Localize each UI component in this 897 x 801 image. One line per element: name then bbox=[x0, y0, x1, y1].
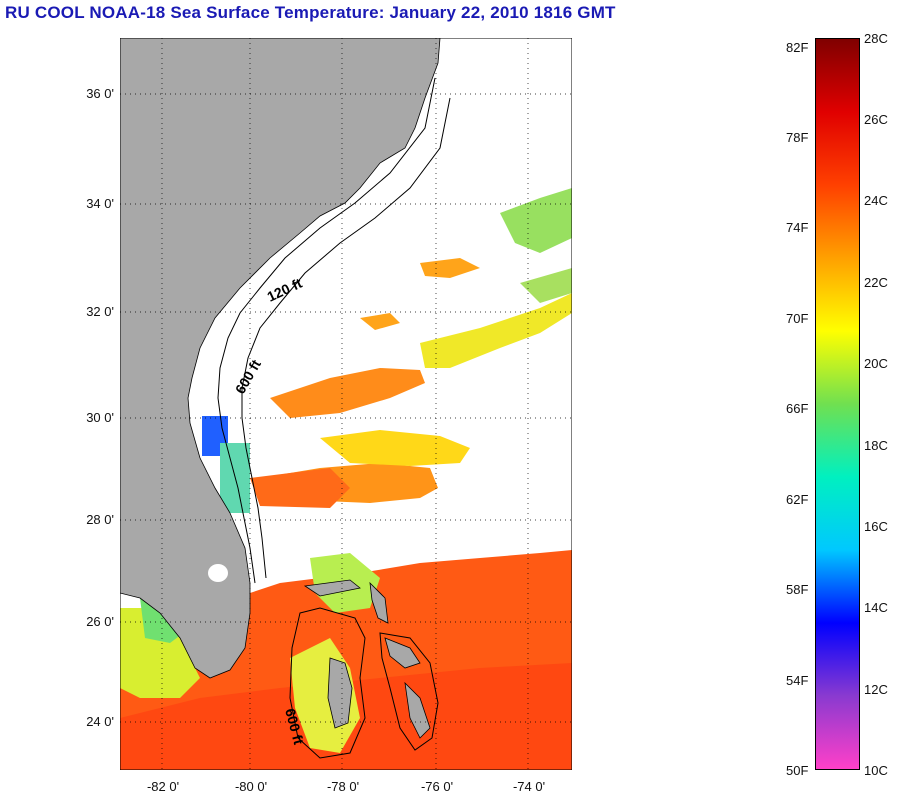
lon-label: -78 0' bbox=[326, 779, 360, 794]
temperature-colorbar bbox=[815, 38, 860, 770]
lat-label: 24 0' bbox=[86, 714, 114, 729]
colorbar-c-label: 26C bbox=[864, 112, 888, 127]
lat-label: 28 0' bbox=[86, 512, 114, 527]
colorbar-f-label: 74F bbox=[786, 220, 809, 235]
island-exuma bbox=[404, 681, 431, 739]
island-eleuthera bbox=[384, 637, 421, 669]
lon-label: -76 0' bbox=[420, 779, 454, 794]
colorbar-c-label: 12C bbox=[864, 682, 888, 697]
colorbar-f-label: 66F bbox=[786, 401, 809, 416]
colorbar-c-label: 28C bbox=[864, 31, 888, 46]
colorbar-c-label: 16C bbox=[864, 519, 888, 534]
lat-label: 36 0' bbox=[86, 86, 114, 101]
lon-label: -80 0' bbox=[234, 779, 268, 794]
lat-label: 30 0' bbox=[86, 410, 114, 425]
graticule bbox=[120, 38, 572, 770]
island-abaco bbox=[369, 581, 389, 624]
contour-bahamas-2 bbox=[379, 632, 439, 751]
sst-band-yellow bbox=[420, 293, 572, 368]
colorbar-f-label: 82F bbox=[786, 40, 809, 55]
colorbar-f-label: 70F bbox=[786, 311, 809, 326]
colorbar-c-label: 18C bbox=[864, 438, 888, 453]
lat-label: 26 0' bbox=[86, 614, 114, 629]
colorbar-c-label: 20C bbox=[864, 356, 888, 371]
colorbar-f-label: 62F bbox=[786, 492, 809, 507]
sst-mid-yellow bbox=[320, 430, 470, 466]
colorbar-f-label: 54F bbox=[786, 673, 809, 688]
contour-bahamas bbox=[289, 607, 366, 759]
lat-label: 32 0' bbox=[86, 304, 114, 319]
colorbar-c-label: 24C bbox=[864, 193, 888, 208]
sst-gulf-yellow bbox=[120, 608, 200, 698]
map-title: RU COOL NOAA-18 Sea Surface Temperature:… bbox=[5, 3, 616, 22]
colorbar-c-label: 22C bbox=[864, 275, 888, 290]
colorbar-f-label: 58F bbox=[786, 582, 809, 597]
contour-600ft bbox=[241, 97, 451, 579]
sst-band-orange bbox=[270, 368, 425, 418]
colorbar-f-label: 78F bbox=[786, 130, 809, 145]
sst-ne-green bbox=[500, 188, 572, 253]
lake-okeechobee bbox=[208, 564, 228, 582]
contour-120ft bbox=[217, 77, 436, 584]
colorbar-c-label: 10C bbox=[864, 763, 888, 778]
colorbar-f-label: 50F bbox=[786, 763, 809, 778]
sst-ne-green2 bbox=[520, 268, 572, 303]
sst-coastal-orange bbox=[250, 468, 350, 508]
colorbar-c-label: 14C bbox=[864, 600, 888, 615]
sst-patch-orange bbox=[420, 258, 480, 278]
island-grand-bahama bbox=[303, 579, 361, 597]
lon-label: -82 0' bbox=[146, 779, 180, 794]
sst-map: 120 ft 600 ft 600 ft bbox=[120, 38, 572, 770]
sst-patch-orange2 bbox=[360, 313, 400, 330]
lat-label: 34 0' bbox=[86, 196, 114, 211]
island-andros bbox=[327, 657, 353, 729]
lon-label: -74 0' bbox=[512, 779, 546, 794]
land-us-coast bbox=[120, 38, 441, 679]
